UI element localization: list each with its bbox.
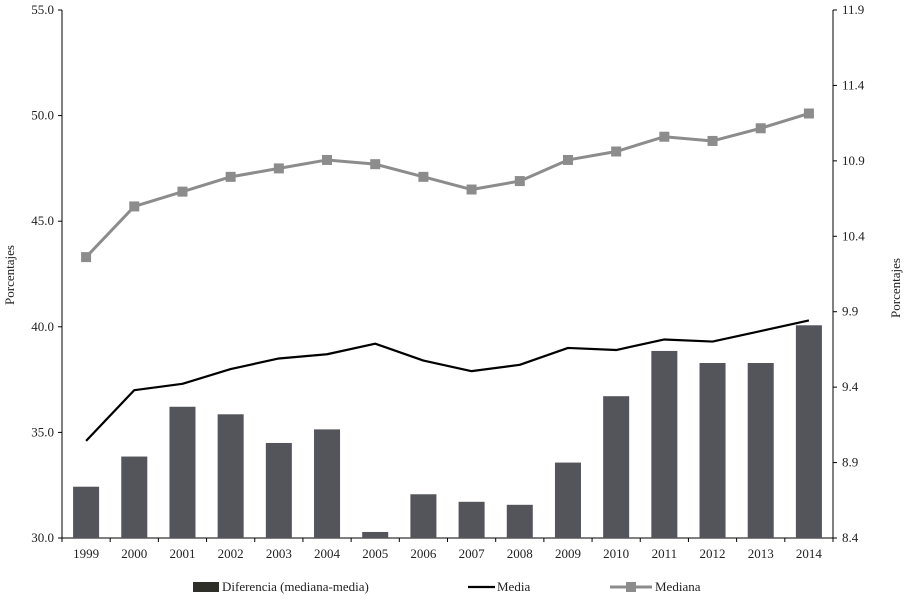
legend-label-diferencia: Diferencia (mediana-media) bbox=[222, 579, 369, 594]
bar-diferencia bbox=[265, 442, 292, 538]
left-tick-label: 30.0 bbox=[31, 530, 54, 545]
legend: Diferencia (mediana-media) Media Mediana bbox=[193, 579, 701, 594]
right-tick-label: 11.4 bbox=[842, 77, 865, 92]
left-tick-label: 45.0 bbox=[31, 213, 54, 228]
mediana-point bbox=[129, 201, 140, 212]
mediana-point bbox=[707, 135, 718, 146]
x-tick-label: 1999 bbox=[73, 546, 99, 561]
legend-label-media: Media bbox=[497, 579, 530, 594]
legend-marker-mediana bbox=[626, 582, 636, 592]
bar-diferencia bbox=[506, 504, 533, 538]
left-tick-label: 35.0 bbox=[31, 424, 54, 439]
mediana-point bbox=[81, 252, 92, 263]
left-tick-label: 50.0 bbox=[31, 108, 54, 123]
right-tick-label: 11.9 bbox=[842, 2, 864, 17]
mediana-point bbox=[611, 146, 622, 157]
mediana-line bbox=[85, 112, 810, 259]
right-tick-label: 9.4 bbox=[842, 379, 859, 394]
x-tick-label: 2007 bbox=[459, 546, 486, 561]
mediana-point bbox=[562, 154, 573, 165]
x-tick-label: 2001 bbox=[169, 546, 195, 561]
mediana-point bbox=[418, 171, 429, 182]
bar-diferencia bbox=[362, 531, 389, 538]
mediana-point bbox=[466, 184, 477, 195]
x-tick-label: 2005 bbox=[362, 546, 388, 561]
mediana-point bbox=[755, 123, 766, 134]
x-tick-label: 2006 bbox=[410, 546, 437, 561]
bar-diferencia bbox=[603, 396, 630, 538]
mediana-point bbox=[322, 154, 333, 165]
right-tick-label: 10.9 bbox=[842, 153, 865, 168]
bar-diferencia bbox=[699, 363, 726, 538]
bar-diferencia bbox=[458, 501, 485, 538]
left-tick-label: 40.0 bbox=[31, 319, 54, 334]
bar-diferencia bbox=[795, 325, 822, 538]
left-axis-title: Porcentajes bbox=[2, 245, 17, 305]
mediana-point bbox=[803, 108, 814, 119]
x-tick-label: 2013 bbox=[748, 546, 774, 561]
bar-diferencia bbox=[169, 406, 196, 538]
media-line bbox=[85, 319, 810, 442]
mediana-point bbox=[370, 159, 381, 170]
mediana-point bbox=[177, 186, 188, 197]
x-tick-label: 2014 bbox=[796, 546, 823, 561]
mediana-point bbox=[273, 163, 284, 174]
x-tick-label: 2008 bbox=[507, 546, 533, 561]
right-axis-title: Porcentajes bbox=[888, 258, 903, 318]
bar-diferencia bbox=[651, 350, 678, 538]
right-tick-label: 8.4 bbox=[842, 530, 859, 545]
x-tick-label: 2010 bbox=[603, 546, 629, 561]
bar-diferencia bbox=[410, 494, 437, 538]
mediana-point bbox=[225, 171, 236, 182]
bar-diferencia bbox=[217, 414, 244, 538]
x-tick-label: 2004 bbox=[314, 546, 341, 561]
right-tick-label: 10.4 bbox=[842, 228, 865, 243]
bar-diferencia bbox=[314, 429, 341, 538]
legend-swatch-diferencia bbox=[193, 582, 219, 592]
bar-diferencia bbox=[121, 456, 148, 538]
labels-layer: 30.0 35.0 40.0 45.0 50.0 55.0 8.4 8.9 9.4 9.9 10.4… bbox=[2, 2, 903, 561]
bar-diferencia bbox=[554, 462, 581, 538]
x-tick-label: 2011 bbox=[652, 546, 678, 561]
mediana-point bbox=[659, 131, 670, 142]
left-tick-label: 55.0 bbox=[31, 2, 54, 17]
x-tick-label: 2009 bbox=[555, 546, 581, 561]
right-tick-label: 8.9 bbox=[842, 455, 858, 470]
x-tick-label: 2002 bbox=[218, 546, 244, 561]
x-tick-label: 2012 bbox=[700, 546, 726, 561]
x-tick-label: 2003 bbox=[266, 546, 292, 561]
lines-layer bbox=[81, 108, 814, 442]
bar-diferencia bbox=[73, 486, 100, 538]
right-tick-label: 9.9 bbox=[842, 304, 858, 319]
bars-layer bbox=[73, 325, 822, 538]
x-tick-label: 2000 bbox=[121, 546, 147, 561]
bar-diferencia bbox=[747, 363, 774, 538]
legend-label-mediana: Mediana bbox=[655, 579, 701, 594]
mediana-point bbox=[514, 176, 525, 187]
